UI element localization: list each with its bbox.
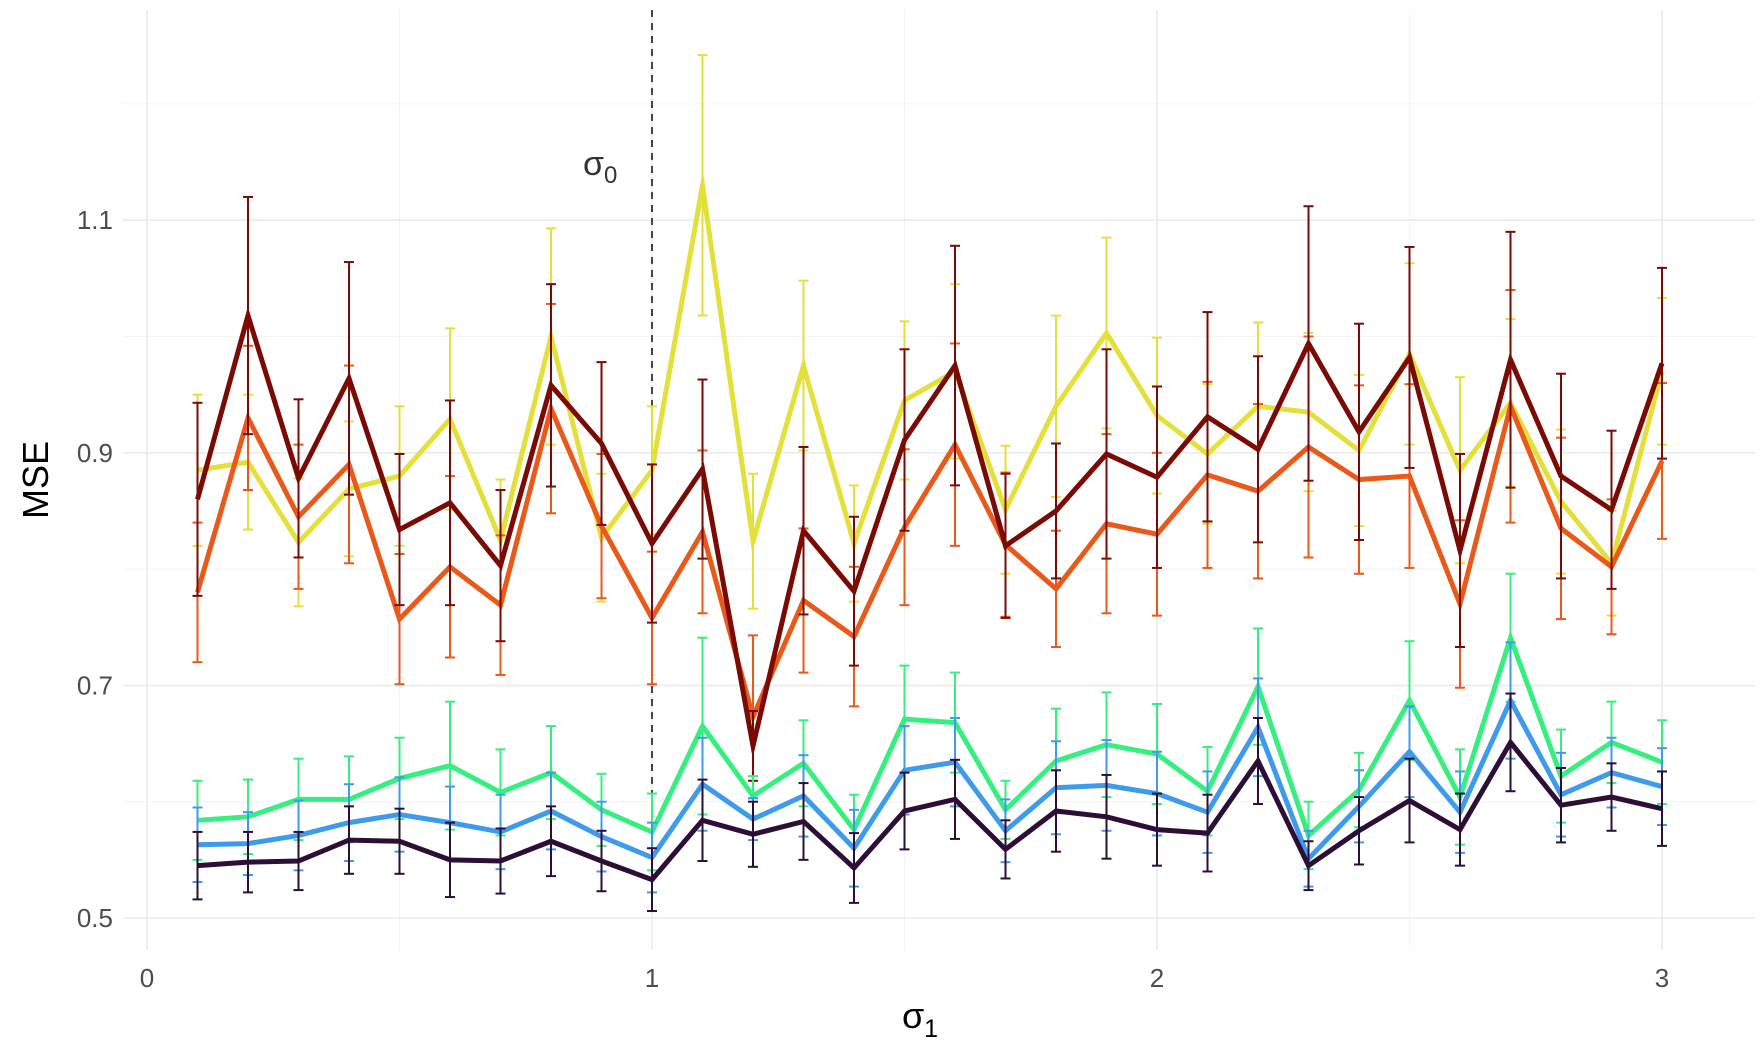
reference-line-label-subscript: 0 — [604, 162, 617, 189]
y-axis-title: MSE — [15, 441, 56, 519]
y-tick-label: 0.7 — [77, 670, 113, 700]
series-3 — [192, 195, 1667, 782]
x-tick-label: 1 — [645, 963, 659, 993]
series-line — [197, 737, 1663, 883]
series-1 — [192, 54, 1667, 617]
series-line — [195, 398, 1665, 725]
x-tick-label: 3 — [1655, 963, 1669, 993]
series-layer — [192, 54, 1667, 913]
y-tick-label: 0.5 — [77, 903, 113, 933]
x-axis-title: σ1 — [902, 995, 938, 1043]
series-line — [197, 629, 1663, 840]
series-line — [197, 694, 1663, 864]
y-tick-label: 0.9 — [77, 438, 113, 468]
x-tick-label: 0 — [140, 963, 154, 993]
x-axis-title-symbol: σ — [902, 995, 924, 1036]
x-tick-label: 2 — [1150, 963, 1164, 993]
x-tick-labels: 0 1 2 3 — [140, 963, 1669, 993]
series-4 — [192, 572, 1667, 872]
x-axis-title-subscript: 1 — [924, 1015, 938, 1043]
y-tick-labels: 0.5 0.7 0.9 1.1 — [77, 205, 113, 933]
series-line — [197, 169, 1665, 569]
series-6 — [192, 692, 1667, 913]
reference-line-label-symbol: σ — [583, 145, 604, 183]
series-line — [195, 306, 1665, 759]
reference-line-label: σ0 — [583, 145, 617, 189]
y-tick-label: 1.1 — [77, 205, 113, 235]
